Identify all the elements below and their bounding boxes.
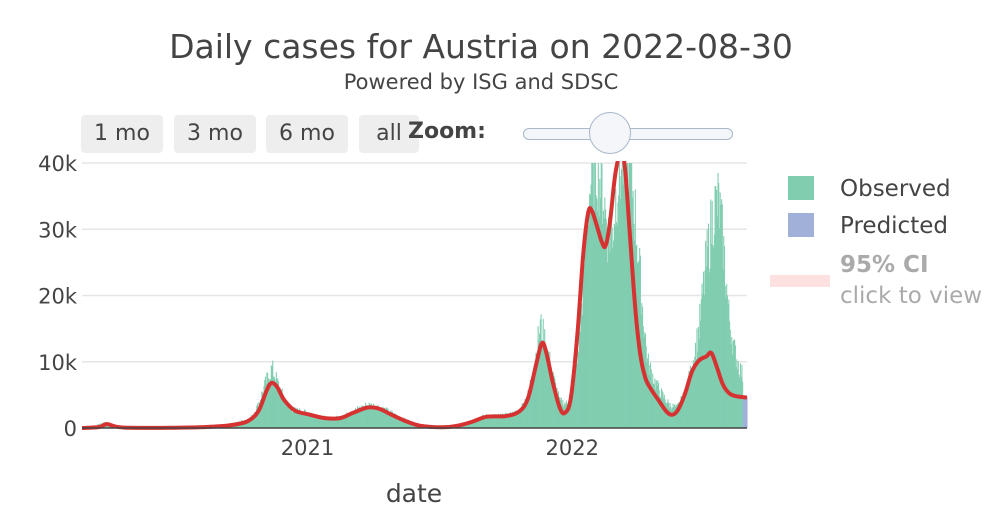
y-tick-label: 0 [64,417,77,441]
y-tick-label: 20k [38,285,78,309]
range-button-3mo[interactable]: 3 mo [174,115,256,153]
legend-label-predicted: Predicted [840,213,948,239]
zoom-label: Zoom: [408,115,486,153]
predicted-bars [743,396,748,428]
predicted-bar [746,396,747,428]
chart-title: Daily cases for Austria on 2022-08-30 [169,27,793,66]
zoom-slider-handle[interactable] [589,112,631,154]
legend-item-predicted[interactable]: Predicted [788,213,948,239]
x-tick-label: 2021 [281,436,334,460]
range-button-1mo[interactable]: 1 mo [81,115,163,153]
x-tick-label: 2022 [546,436,599,460]
legend-item-observed[interactable]: Observed [788,176,951,202]
legend-label-ci-hint: click to view [840,283,982,309]
y-tick-label: 10k [38,351,78,375]
grid-lines [82,163,747,362]
legend-label-ci-title: 95% CI [840,252,929,278]
legend-swatch-predicted [788,213,814,237]
legend-swatch-ci [770,275,830,287]
legend-item-ci[interactable]: 95% CI click to view [770,252,982,309]
y-tick-label: 40k [38,152,78,176]
legend-label-observed: Observed [840,176,951,202]
chart-subtitle: Powered by ISG and SDSC [344,70,619,94]
legend: Observed Predicted 95% CI click to view [770,176,982,309]
x-axis-title: date [386,479,442,508]
y-tick-label: 30k [38,218,78,242]
legend-swatch-observed [788,176,814,200]
range-button-6mo[interactable]: 6 mo [266,115,348,153]
